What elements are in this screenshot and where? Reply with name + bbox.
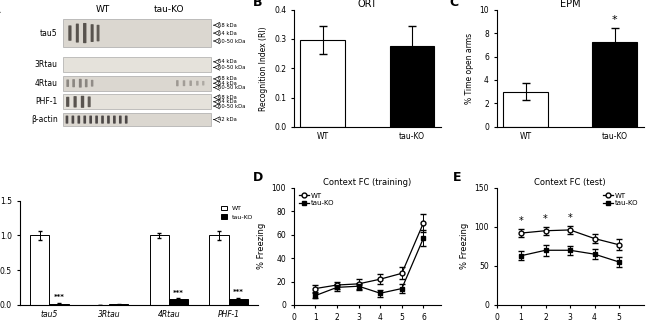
FancyBboxPatch shape bbox=[79, 79, 82, 88]
Text: *: * bbox=[612, 15, 618, 25]
FancyBboxPatch shape bbox=[183, 80, 185, 86]
FancyBboxPatch shape bbox=[90, 24, 94, 42]
Text: PHF-1: PHF-1 bbox=[36, 97, 58, 106]
Text: *: * bbox=[567, 213, 573, 223]
Text: 60-50 kDa: 60-50 kDa bbox=[218, 85, 245, 90]
FancyBboxPatch shape bbox=[83, 23, 86, 43]
FancyBboxPatch shape bbox=[113, 116, 116, 124]
FancyBboxPatch shape bbox=[68, 25, 72, 41]
FancyBboxPatch shape bbox=[196, 81, 199, 86]
Text: 60-50 kDa: 60-50 kDa bbox=[218, 65, 245, 70]
FancyBboxPatch shape bbox=[89, 116, 92, 124]
FancyBboxPatch shape bbox=[66, 97, 70, 107]
FancyBboxPatch shape bbox=[91, 80, 94, 87]
Text: 42 kDa: 42 kDa bbox=[218, 117, 237, 122]
Bar bbox=[62, 113, 211, 126]
FancyBboxPatch shape bbox=[72, 79, 75, 87]
Text: tau-KO: tau-KO bbox=[154, 5, 185, 14]
Text: tau5: tau5 bbox=[40, 29, 58, 38]
Text: 68 kDa: 68 kDa bbox=[218, 76, 237, 82]
Y-axis label: Recognition Index (RI): Recognition Index (RI) bbox=[259, 26, 268, 110]
Bar bbox=[229, 299, 248, 305]
FancyBboxPatch shape bbox=[66, 80, 69, 87]
Bar bbox=[109, 304, 128, 305]
Text: 64 kDa: 64 kDa bbox=[218, 81, 237, 86]
Legend: WT, tau-KO: WT, tau-KO bbox=[297, 191, 336, 207]
FancyBboxPatch shape bbox=[107, 116, 110, 124]
Text: WT: WT bbox=[96, 5, 110, 14]
Bar bbox=[62, 94, 211, 109]
Bar bbox=[389, 46, 434, 127]
FancyBboxPatch shape bbox=[66, 116, 68, 124]
Title: Context FC (test): Context FC (test) bbox=[534, 178, 606, 187]
Text: β-actin: β-actin bbox=[31, 115, 58, 124]
Text: C: C bbox=[450, 0, 459, 9]
Bar bbox=[300, 40, 345, 127]
Y-axis label: % Time open arms: % Time open arms bbox=[465, 33, 474, 104]
Bar bbox=[503, 92, 548, 127]
Title: EPM: EPM bbox=[560, 0, 580, 9]
FancyBboxPatch shape bbox=[176, 80, 179, 86]
Y-axis label: % Freezing: % Freezing bbox=[460, 223, 469, 270]
Legend: WT, tau-KO: WT, tau-KO bbox=[219, 204, 255, 222]
Bar bbox=[150, 235, 169, 305]
Text: ***: *** bbox=[53, 294, 64, 300]
Bar bbox=[49, 304, 68, 305]
Bar bbox=[209, 235, 229, 305]
Y-axis label: % Freezing: % Freezing bbox=[257, 223, 266, 270]
Text: E: E bbox=[452, 171, 461, 184]
FancyBboxPatch shape bbox=[189, 81, 192, 86]
FancyBboxPatch shape bbox=[97, 25, 99, 41]
FancyBboxPatch shape bbox=[119, 116, 122, 124]
Text: ***: *** bbox=[173, 290, 184, 296]
FancyBboxPatch shape bbox=[101, 116, 104, 124]
Text: 60-50 kDa: 60-50 kDa bbox=[218, 39, 245, 44]
Text: *: * bbox=[543, 214, 548, 224]
Text: *: * bbox=[519, 216, 523, 226]
Text: 68 kDa: 68 kDa bbox=[218, 95, 237, 100]
Text: B: B bbox=[253, 0, 262, 9]
FancyBboxPatch shape bbox=[73, 96, 77, 108]
Bar bbox=[62, 75, 211, 91]
FancyBboxPatch shape bbox=[81, 96, 84, 108]
FancyBboxPatch shape bbox=[85, 79, 88, 87]
Text: 3Rtau: 3Rtau bbox=[34, 60, 58, 69]
Text: 60-50 kDa: 60-50 kDa bbox=[218, 104, 245, 108]
Text: 68 kDa: 68 kDa bbox=[218, 23, 237, 28]
FancyBboxPatch shape bbox=[88, 96, 91, 107]
Text: D: D bbox=[253, 171, 263, 184]
FancyBboxPatch shape bbox=[96, 116, 98, 124]
Bar bbox=[62, 19, 211, 47]
FancyBboxPatch shape bbox=[202, 81, 205, 85]
Bar bbox=[169, 299, 188, 305]
FancyBboxPatch shape bbox=[77, 116, 80, 124]
FancyBboxPatch shape bbox=[76, 23, 79, 43]
Legend: WT, tau-KO: WT, tau-KO bbox=[601, 191, 640, 207]
Title: Context FC (training): Context FC (training) bbox=[323, 178, 411, 187]
FancyBboxPatch shape bbox=[125, 116, 127, 124]
Text: 64 kDa: 64 kDa bbox=[218, 99, 237, 104]
Bar bbox=[31, 235, 49, 305]
FancyBboxPatch shape bbox=[83, 116, 86, 124]
FancyBboxPatch shape bbox=[72, 116, 74, 124]
Bar bbox=[592, 42, 637, 127]
Text: 64 kDa: 64 kDa bbox=[218, 59, 237, 64]
Text: 4Rtau: 4Rtau bbox=[34, 79, 58, 88]
Text: ***: *** bbox=[233, 289, 244, 295]
Text: 64 kDa: 64 kDa bbox=[218, 30, 237, 36]
Bar bbox=[62, 57, 211, 72]
Title: ORT: ORT bbox=[358, 0, 377, 9]
